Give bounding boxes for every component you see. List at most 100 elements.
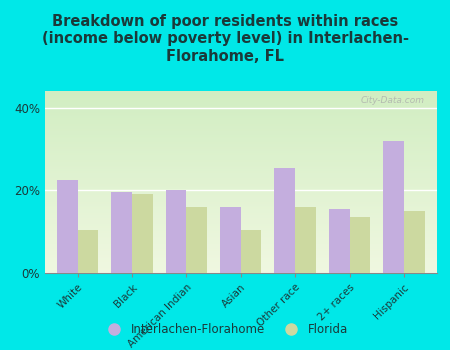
Bar [45, 178, 436, 180]
Bar [45, 171, 436, 173]
Bar [404, 211, 424, 273]
Bar [111, 193, 132, 273]
Bar [45, 266, 436, 267]
Bar [45, 206, 436, 208]
Bar [45, 260, 436, 262]
Bar [295, 207, 316, 273]
Bar [45, 136, 436, 138]
Bar [45, 176, 436, 178]
Bar [45, 135, 436, 136]
Bar [186, 207, 207, 273]
Bar [45, 117, 436, 118]
Bar [45, 222, 436, 224]
Bar [45, 126, 436, 127]
Bar [45, 93, 436, 94]
Bar [45, 217, 436, 218]
Bar [350, 217, 370, 273]
Bar [45, 224, 436, 226]
Bar [45, 175, 436, 176]
Bar [45, 142, 436, 144]
Bar [274, 168, 295, 273]
Bar [45, 249, 436, 251]
Bar [45, 133, 436, 135]
Bar [45, 251, 436, 253]
Bar [45, 162, 436, 164]
Bar [220, 207, 241, 273]
Bar [45, 246, 436, 247]
Bar [45, 118, 436, 120]
Bar [45, 158, 436, 160]
Bar [45, 107, 436, 109]
Bar [45, 188, 436, 189]
Bar [45, 106, 436, 107]
Bar [45, 186, 436, 188]
Bar [132, 194, 153, 273]
Bar [45, 167, 436, 169]
Bar [45, 229, 436, 231]
Bar [241, 230, 261, 273]
Bar [45, 127, 436, 129]
Bar [45, 235, 436, 237]
Bar [45, 164, 436, 166]
Bar [45, 149, 436, 151]
Bar [45, 226, 436, 228]
Bar [45, 237, 436, 238]
Bar [45, 208, 436, 209]
Bar [45, 169, 436, 171]
Bar [45, 270, 436, 271]
Bar [45, 144, 436, 146]
Bar [45, 131, 436, 133]
Bar [45, 218, 436, 220]
Bar [45, 155, 436, 156]
Bar [45, 191, 436, 193]
Bar [45, 228, 436, 229]
Bar [45, 109, 436, 111]
Bar [45, 198, 436, 200]
Bar [45, 124, 436, 126]
Bar [45, 122, 436, 124]
Bar [45, 104, 436, 106]
Bar [45, 244, 436, 246]
Bar [45, 193, 436, 195]
Bar [45, 213, 436, 215]
Bar [45, 129, 436, 131]
Bar [45, 195, 436, 197]
Bar [45, 97, 436, 98]
Bar [45, 271, 436, 273]
Bar [45, 94, 436, 97]
Bar [166, 190, 186, 273]
Bar [45, 257, 436, 258]
Bar [45, 189, 436, 191]
Bar [45, 262, 436, 264]
Bar [329, 209, 350, 273]
Bar [45, 231, 436, 233]
Bar [45, 211, 436, 213]
Bar [45, 204, 436, 206]
Bar [45, 255, 436, 257]
Bar [45, 180, 436, 182]
Bar [45, 111, 436, 113]
Bar [45, 253, 436, 255]
Bar [45, 147, 436, 149]
Bar [45, 240, 436, 242]
Bar [45, 182, 436, 184]
Bar [45, 160, 436, 162]
Bar [45, 151, 436, 153]
Bar [45, 200, 436, 202]
Text: Breakdown of poor residents within races
(income below poverty level) in Interla: Breakdown of poor residents within races… [41, 14, 409, 64]
Bar [45, 238, 436, 240]
Bar [45, 156, 436, 158]
Bar [45, 173, 436, 175]
Bar [45, 184, 436, 186]
Bar [45, 120, 436, 122]
Bar [45, 242, 436, 244]
Bar [45, 100, 436, 102]
Bar [45, 197, 436, 198]
Bar [45, 247, 436, 249]
Bar [45, 209, 436, 211]
Bar [45, 102, 436, 104]
Bar [45, 220, 436, 222]
Bar [45, 166, 436, 167]
Bar [45, 115, 436, 117]
Bar [45, 146, 436, 147]
